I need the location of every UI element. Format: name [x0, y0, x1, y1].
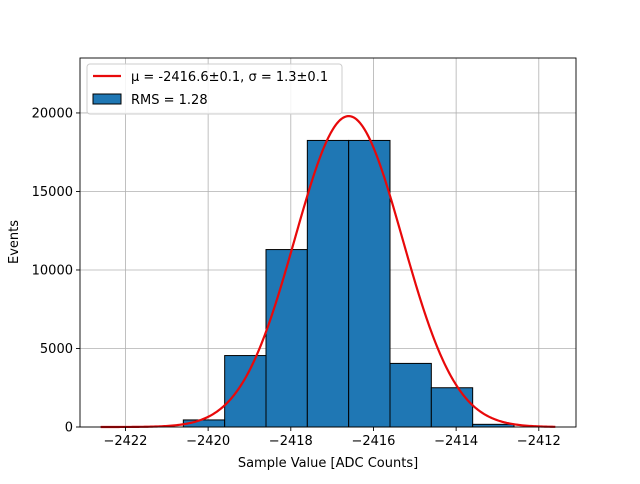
legend-histogram-label: RMS = 1.28: [131, 93, 208, 108]
x-tick-label: −2412: [517, 434, 561, 449]
gaussian-fit-curve: [100, 115, 556, 429]
x-axis-label: Sample Value [ADC Counts]: [238, 456, 418, 471]
legend-fit-mu: μ = -2416.6±0.1,: [131, 70, 248, 85]
y-tick-label: 0: [65, 421, 73, 436]
x-axis-ticks: −2422 −2420 −2418 −2416 −2414 −2412: [103, 427, 561, 449]
histogram-bar: [348, 139, 391, 428]
legend-box: [86, 63, 343, 115]
histogram-bars: [182, 139, 515, 428]
x-tick-label: −2418: [269, 434, 313, 449]
y-tick-label: 5000: [40, 342, 73, 357]
histogram-bar: [430, 387, 474, 428]
x-tick-label: −2422: [103, 434, 147, 449]
legend-fit-label: μ = -2416.6±0.1, σ = 1.3±0.1: [131, 70, 328, 85]
histogram-bar: [265, 249, 308, 428]
x-tick-label: −2420: [186, 434, 230, 449]
y-axis-ticks: 0 5000 10000 15000 20000: [32, 106, 80, 436]
y-tick-label: 20000: [32, 106, 73, 121]
legend-fit-sigma: σ = 1.3±0.1: [248, 70, 328, 85]
x-tick-label: −2416: [351, 434, 395, 449]
histogram-bar: [306, 139, 350, 428]
y-tick-label: 15000: [32, 185, 73, 200]
y-tick-label: 10000: [32, 263, 73, 278]
legend-histogram-swatch: [92, 93, 122, 105]
x-tick-label: −2414: [434, 434, 478, 449]
y-axis-label: Events: [7, 220, 22, 264]
plot-frame: [79, 57, 577, 428]
legend: μ = -2416.6±0.1, σ = 1.3±0.1 RMS = 1.28: [86, 63, 343, 115]
histogram-bar: [389, 362, 432, 428]
histogram-bar: [224, 355, 267, 428]
